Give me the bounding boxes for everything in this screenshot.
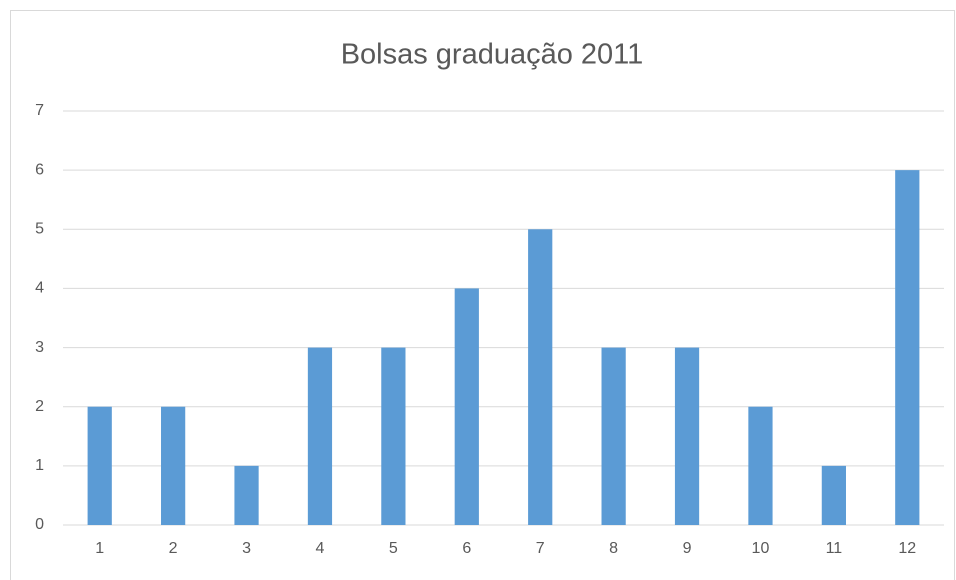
chart-title: Bolsas graduação 2011 [341, 39, 644, 71]
x-tick-label: 3 [242, 540, 251, 557]
bar [234, 465, 259, 525]
x-tick-label: 6 [462, 540, 471, 557]
bar [161, 406, 186, 525]
y-tick-label: 2 [35, 398, 44, 415]
bar [674, 347, 700, 525]
y-tick-label: 6 [35, 161, 44, 178]
bar [87, 406, 112, 525]
y-tick-label: 3 [35, 339, 44, 356]
x-tick-label: 2 [169, 540, 178, 557]
x-tick-label: 5 [389, 540, 398, 557]
x-tick-label: 1 [95, 540, 104, 557]
bar [748, 406, 773, 525]
x-tick-label: 11 [826, 540, 843, 557]
bar [381, 347, 406, 525]
bar [454, 288, 479, 525]
chart-border [10, 10, 955, 580]
bar [307, 347, 333, 525]
x-tick-label: 12 [898, 540, 916, 557]
x-tick-label: 7 [536, 540, 545, 557]
y-tick-label: 1 [35, 457, 44, 474]
y-tick-label: 4 [35, 280, 44, 297]
bar [601, 347, 626, 525]
bar [528, 229, 553, 526]
x-tick-label: 9 [683, 540, 692, 557]
y-tick-label: 5 [35, 221, 44, 238]
y-tick-label: 0 [35, 516, 44, 533]
y-tick-label: 7 [35, 102, 44, 119]
x-tick-label: 8 [609, 540, 618, 557]
bar [895, 170, 920, 525]
x-tick-label: 10 [752, 540, 770, 557]
bar [821, 465, 846, 525]
x-tick-label: 4 [316, 540, 325, 557]
